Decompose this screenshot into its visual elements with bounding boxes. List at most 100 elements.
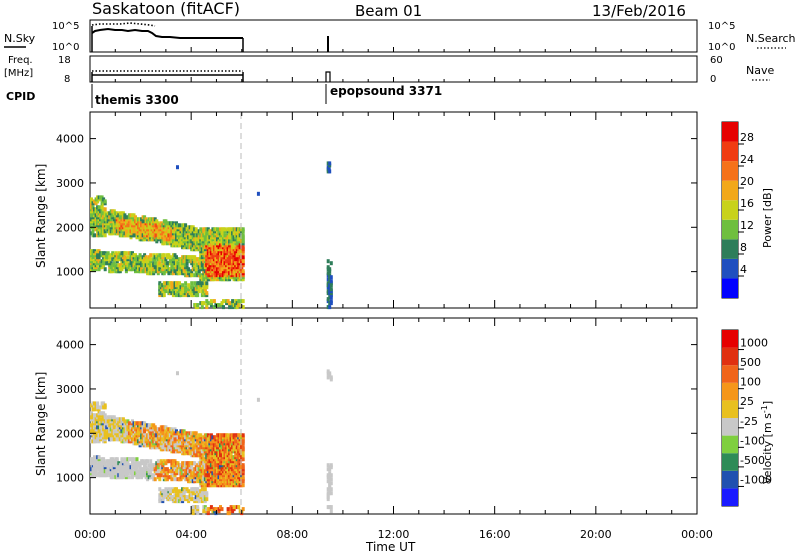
echo-cell — [102, 467, 106, 472]
echo-cell — [187, 489, 191, 494]
echo-cell — [328, 161, 332, 166]
echo-cell — [214, 267, 218, 272]
echo-cell — [206, 253, 210, 258]
echo-cell — [179, 263, 183, 268]
echo-cell — [118, 263, 122, 268]
echo-cell — [146, 477, 150, 482]
echo-cell — [179, 467, 183, 472]
echo-cell — [206, 301, 210, 306]
echo-cell — [126, 261, 130, 266]
echo-cell — [196, 293, 200, 298]
echo-cell — [102, 197, 106, 202]
echo-cell — [241, 305, 245, 310]
echo-cell — [188, 255, 192, 260]
echo-cell — [197, 467, 201, 472]
echo-cell — [197, 489, 201, 494]
echo-cell — [91, 253, 95, 258]
echo-cell — [158, 487, 162, 492]
colorbar-tick-label: 12 — [740, 219, 754, 232]
echo-cell — [241, 463, 245, 468]
colorbar-segment — [722, 470, 738, 489]
echo-cell — [167, 459, 171, 464]
echo-cell — [102, 227, 106, 232]
echo-cell — [137, 421, 140, 426]
echo-cell — [197, 265, 201, 270]
echo-cell — [162, 425, 166, 430]
echo-cell — [206, 507, 210, 512]
power-y-axis-label: Slant Range [km] — [34, 164, 48, 268]
echo-cell — [197, 433, 201, 438]
echo-cell — [328, 481, 332, 486]
echo-cell — [115, 457, 119, 462]
echo-cell — [162, 443, 166, 448]
x-tick-label: 20:00 — [580, 528, 612, 541]
echo-cell — [146, 467, 150, 472]
echo-cell — [93, 459, 96, 464]
echo-cell — [223, 477, 227, 482]
echo-cell — [175, 255, 178, 260]
y-tick-label: 4000 — [56, 133, 84, 146]
echo-cell — [171, 265, 175, 270]
echo-cell — [93, 199, 96, 204]
echo-cell — [203, 487, 207, 492]
echo-cell — [103, 199, 107, 204]
nsky-tick-top: 10^5 — [52, 21, 79, 32]
echo-cell — [126, 467, 130, 472]
echo-cell — [256, 191, 260, 196]
echo-cell — [329, 481, 333, 486]
echo-cell — [103, 403, 107, 408]
echo-cell — [228, 305, 232, 310]
echo-cell — [153, 217, 157, 222]
echo-cell — [171, 449, 175, 454]
echo-cell — [197, 473, 201, 478]
echo-cell — [158, 497, 162, 502]
freq-tick-top: 18 — [58, 55, 71, 66]
echo-cell — [141, 219, 145, 224]
echo-cell — [156, 469, 160, 474]
echo-cell — [96, 401, 100, 406]
echo-cell — [127, 223, 131, 228]
echo-cell — [112, 261, 116, 266]
echo-cell — [153, 445, 157, 450]
echo-cell — [93, 259, 96, 264]
echo-cell — [232, 269, 236, 274]
echo-cell — [146, 423, 150, 428]
echo-cell — [329, 505, 333, 510]
echo-cell — [197, 257, 201, 262]
echo-cell — [103, 207, 107, 212]
echo-cell — [162, 489, 166, 494]
echo-cell — [103, 267, 107, 272]
velocity-x-ticks — [89, 318, 698, 514]
echo-cell — [197, 441, 201, 446]
echo-cell — [153, 437, 157, 442]
colorbar-tick-label: 1000 — [740, 337, 768, 350]
echo-cell — [328, 295, 332, 300]
echo-cell — [102, 411, 106, 416]
echo-cell — [216, 227, 219, 232]
echo-cell — [179, 429, 183, 434]
echo-cell — [93, 233, 96, 238]
freq-tick-bottom: 8 — [64, 74, 70, 85]
echo-cell — [111, 251, 115, 256]
echo-cell — [214, 479, 218, 484]
echo-cell — [184, 285, 188, 290]
nave-tick-top: 60 — [710, 55, 723, 66]
echo-cell — [146, 459, 150, 464]
echo-cell — [171, 473, 175, 478]
echo-cell — [123, 255, 127, 260]
echo-cell — [171, 253, 175, 258]
echo-cell — [328, 465, 332, 470]
echo-cell — [214, 511, 218, 516]
y-tick-label: 3000 — [56, 177, 84, 190]
echo-cell — [206, 235, 210, 240]
echo-cell — [223, 275, 227, 280]
echo-cell — [327, 167, 331, 172]
echo-cell — [102, 253, 106, 258]
echo-cell — [326, 259, 330, 264]
echo-cell — [329, 509, 333, 514]
echo-cell — [149, 257, 153, 262]
echo-cell — [112, 437, 116, 442]
echo-cell — [102, 401, 106, 406]
echo-cell — [127, 251, 131, 256]
echo-cell — [197, 229, 201, 234]
